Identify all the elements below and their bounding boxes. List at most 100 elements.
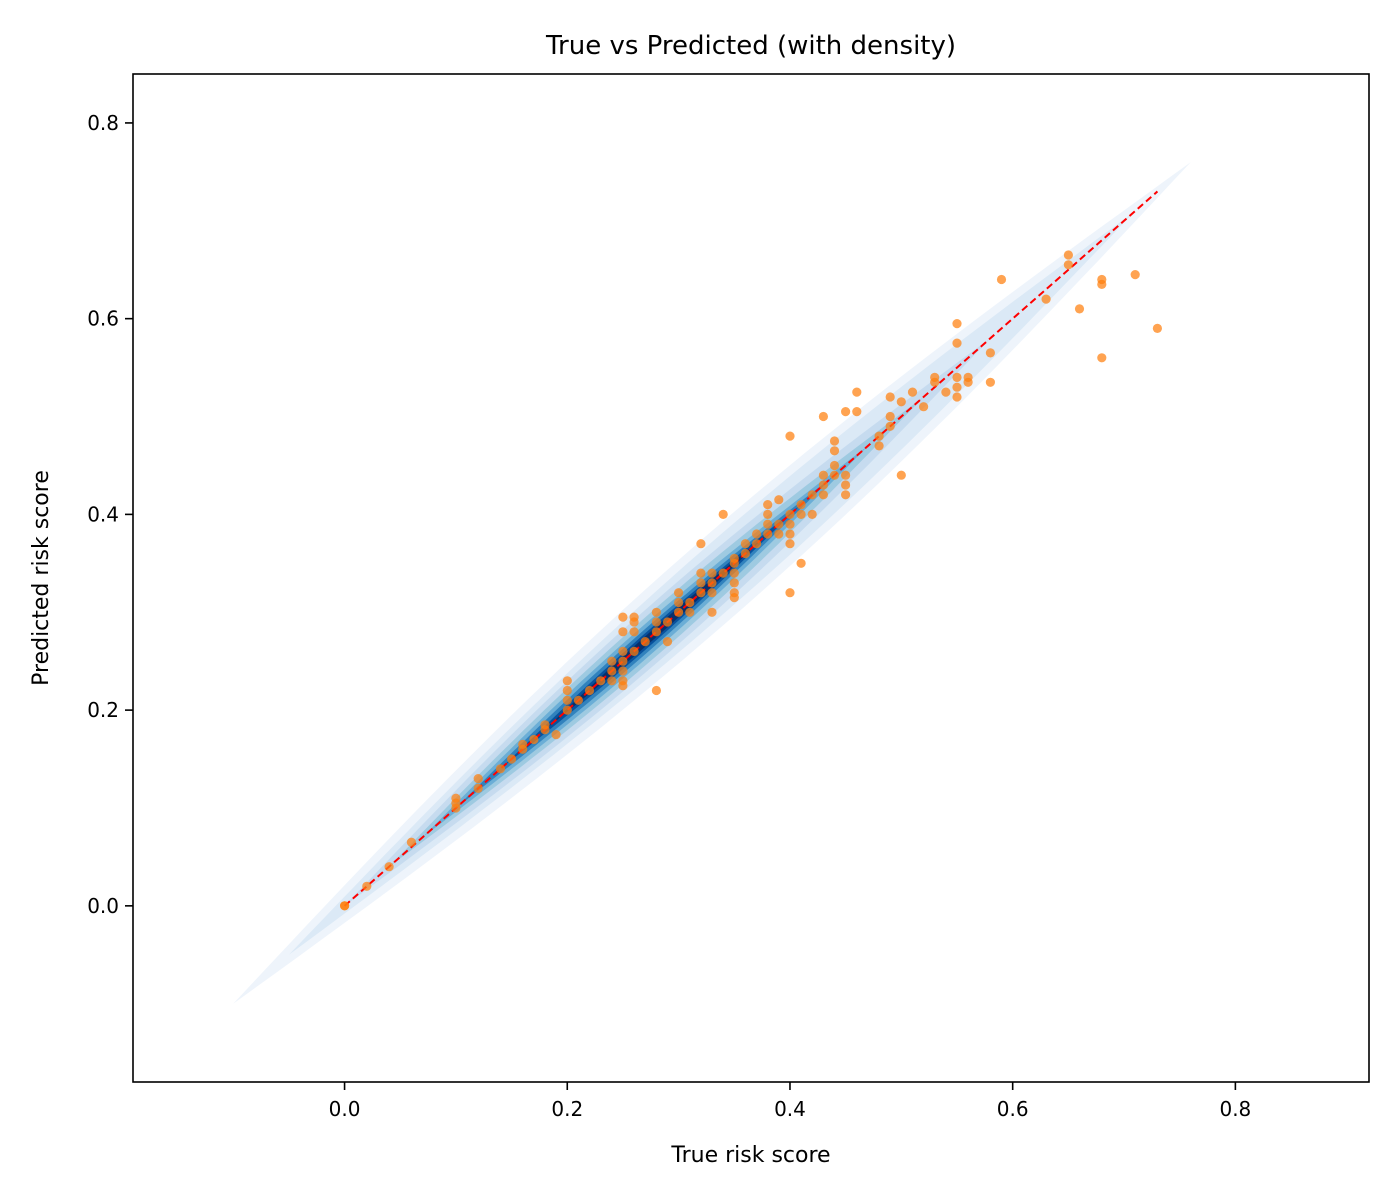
x-tick-label: 0.4	[774, 1097, 806, 1121]
data-point	[718, 509, 728, 519]
data-point	[707, 568, 717, 578]
data-point	[952, 392, 962, 402]
data-point	[841, 470, 851, 480]
plot-frame	[132, 73, 1370, 1083]
data-point	[584, 685, 595, 696]
data-point	[907, 387, 918, 397]
data-point	[952, 372, 962, 382]
data-point	[774, 519, 784, 529]
data-point	[785, 529, 795, 539]
data-point	[818, 411, 829, 422]
data-point	[618, 627, 628, 637]
data-point	[796, 558, 806, 568]
data-point	[607, 676, 617, 686]
data-point	[729, 553, 739, 564]
data-point	[807, 509, 817, 519]
data-point	[696, 578, 706, 588]
data-point	[852, 387, 862, 397]
data-point	[651, 607, 662, 617]
data-point	[562, 705, 572, 715]
x-tick-label: 0.0	[329, 1097, 361, 1121]
data-point	[896, 397, 906, 407]
data-point	[841, 490, 851, 500]
data-point	[507, 754, 517, 764]
data-point	[930, 372, 940, 382]
data-point	[752, 539, 762, 549]
data-point	[362, 881, 372, 891]
x-tick-label: 0.6	[997, 1097, 1029, 1121]
data-point	[952, 319, 962, 329]
data-point	[596, 676, 606, 686]
data-point	[1063, 250, 1073, 260]
data-point	[763, 509, 773, 519]
data-point	[1041, 294, 1051, 304]
data-point	[618, 666, 628, 676]
data-point	[729, 578, 739, 588]
data-point	[885, 392, 895, 402]
data-point	[718, 568, 728, 578]
data-point	[785, 539, 795, 549]
data-point	[696, 588, 706, 598]
data-point	[618, 656, 628, 666]
data-point	[529, 734, 539, 745]
data-point	[896, 470, 906, 480]
data-point	[874, 441, 884, 451]
data-point	[729, 568, 739, 578]
data-point	[607, 656, 617, 666]
data-point	[985, 348, 996, 358]
data-point	[651, 627, 662, 637]
data-points	[340, 250, 1162, 911]
data-point	[785, 509, 795, 519]
data-point	[685, 607, 695, 617]
data-point	[818, 470, 829, 480]
data-point	[785, 588, 795, 598]
data-point	[651, 685, 662, 696]
data-point	[651, 617, 662, 627]
data-point	[451, 793, 461, 803]
data-point	[629, 627, 639, 637]
y-axis-label: Predicted risk score	[29, 470, 54, 686]
data-point	[763, 500, 773, 510]
data-point	[1074, 304, 1085, 314]
data-point	[562, 685, 572, 696]
data-point	[696, 568, 706, 578]
data-point	[674, 607, 684, 617]
x-axis-ticks: 0.0 0.2 0.4 0.6 0.8	[329, 1082, 1251, 1121]
data-point	[607, 666, 617, 676]
data-point	[562, 676, 572, 686]
data-point	[841, 407, 851, 417]
data-point	[807, 490, 817, 500]
data-point	[729, 593, 739, 603]
data-point	[985, 377, 996, 387]
data-point	[763, 529, 773, 539]
data-point	[752, 529, 762, 539]
data-point	[1097, 279, 1107, 289]
data-point	[829, 470, 840, 480]
data-point	[707, 578, 717, 588]
data-point	[640, 637, 650, 647]
data-point	[1130, 270, 1140, 280]
data-point	[885, 411, 895, 422]
data-point	[774, 529, 784, 539]
data-point	[618, 646, 628, 657]
data-point	[841, 480, 851, 490]
data-point	[952, 382, 962, 392]
data-point	[629, 646, 639, 657]
data-point	[685, 597, 695, 608]
y-axis-ticks: 0.0 0.2 0.4 0.6 0.8	[87, 111, 133, 918]
data-point	[518, 739, 528, 750]
data-point	[740, 539, 751, 549]
data-point	[406, 837, 416, 847]
data-point	[1152, 323, 1162, 333]
data-point	[473, 774, 483, 784]
data-point	[473, 783, 483, 794]
data-point	[384, 862, 394, 872]
data-point	[829, 446, 840, 456]
data-point	[829, 436, 840, 446]
data-point	[551, 730, 561, 740]
data-point	[941, 387, 951, 397]
data-point	[785, 519, 795, 529]
data-point	[785, 431, 795, 441]
data-point	[796, 509, 806, 519]
